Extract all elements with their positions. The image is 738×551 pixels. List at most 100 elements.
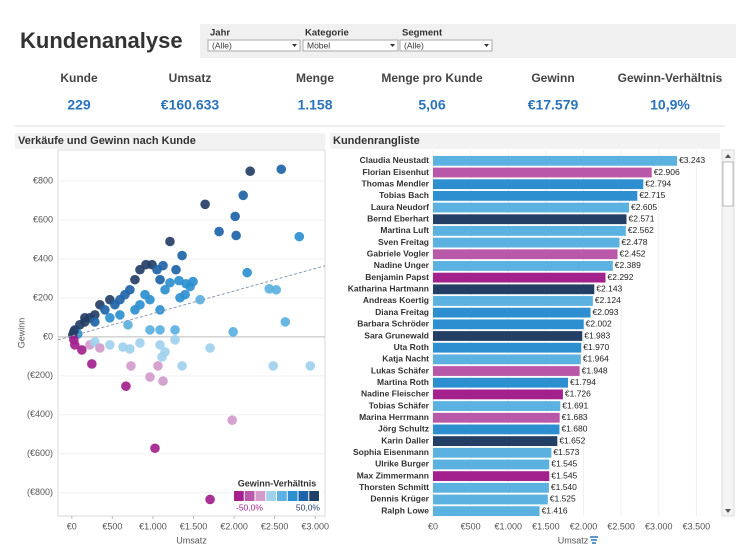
- value-label: €2.389: [615, 260, 641, 270]
- bar: [433, 412, 560, 423]
- category-label: Laura Neudorf: [371, 202, 429, 212]
- kpi-value: 1.158: [297, 97, 332, 113]
- scatter-point: [95, 343, 105, 353]
- category-label: Claudia Neustadt: [360, 155, 430, 165]
- scatter-point: [153, 361, 163, 371]
- x-tick-label: €2.000: [220, 521, 248, 531]
- bar: [433, 284, 595, 295]
- category-label: Dennis Krüger: [370, 494, 429, 504]
- scatter-point: [110, 299, 120, 310]
- value-label: €1.983: [584, 330, 610, 340]
- scatter-point: [155, 340, 165, 350]
- value-label: €2.562: [628, 225, 654, 235]
- category-label: Tobias Bach: [379, 190, 429, 200]
- plot-area: [57, 149, 326, 517]
- value-label: €1.794: [570, 377, 596, 387]
- kpi-value: €17.579: [528, 97, 579, 113]
- y-tick-label: (€200): [27, 370, 53, 380]
- filter[interactable]: Jahr (Alle): [207, 28, 301, 52]
- bar: [433, 447, 552, 458]
- dropdown[interactable]: [302, 39, 399, 52]
- bar: [433, 342, 582, 353]
- value-label: €1.416: [542, 505, 568, 515]
- scroll-track[interactable]: [721, 149, 735, 517]
- scatter-point: [165, 236, 175, 247]
- kpi-value: 10,9%: [650, 97, 690, 113]
- kpi-label: Gewinn: [531, 71, 574, 85]
- y-tick-label: €0: [43, 331, 53, 341]
- category-label: Tobias Schäfer: [369, 400, 430, 410]
- sort-icon[interactable]: [590, 536, 598, 544]
- scroll-down[interactable]: [725, 509, 731, 513]
- filter[interactable]: Kategorie Möbel: [302, 28, 399, 52]
- bar: [433, 471, 550, 482]
- scatter-point: [69, 340, 80, 350]
- filter-value: Möbel: [307, 40, 330, 50]
- x-tick-label: €3.000: [645, 521, 673, 531]
- value-label: €2.093: [593, 307, 619, 317]
- panel-header: [15, 133, 325, 149]
- scatter-point: [238, 190, 248, 201]
- scatter-point: [205, 343, 215, 353]
- category-label: Katja Nacht: [382, 354, 429, 364]
- scatter-point: [155, 305, 165, 315]
- value-label: €1.726: [565, 389, 591, 399]
- value-label: €2.292: [608, 272, 634, 282]
- filter-label: Jahr: [210, 28, 230, 39]
- scrollbar[interactable]: [721, 149, 735, 517]
- bar: [433, 249, 618, 260]
- dropdown[interactable]: [207, 39, 301, 52]
- scatter-point: [177, 250, 187, 261]
- x-tick-label: €2.000: [570, 521, 598, 531]
- filter-label: Kategorie: [305, 28, 349, 39]
- scatter-point: [230, 211, 240, 222]
- category-label: Ulrike Burger: [375, 459, 430, 469]
- chart-title: Verkäufe und Gewinn nach Kunde: [18, 135, 196, 147]
- value-label: €2.794: [645, 178, 671, 188]
- dropdown-arrow: [292, 44, 297, 47]
- category-label: Benjamin Papst: [365, 272, 429, 282]
- category-label: Thomas Mendler: [361, 178, 429, 188]
- scatter-point: [69, 327, 79, 337]
- bar: [433, 179, 644, 190]
- bar: [433, 225, 626, 236]
- value-label: €2.143: [596, 284, 622, 294]
- value-label: €2.002: [586, 319, 612, 329]
- scatter-point: [135, 338, 145, 348]
- category-label: Martina Luft: [380, 225, 429, 235]
- dropdown-arrow: [484, 44, 489, 47]
- filter-value: (Alle): [212, 40, 232, 50]
- scroll-up[interactable]: [725, 154, 731, 158]
- scatter-point: [145, 325, 155, 335]
- bar: [433, 272, 606, 283]
- category-label: Gabriele Vogler: [367, 249, 430, 259]
- x-axis-label: Umsatz: [176, 535, 207, 545]
- bar: [433, 389, 563, 400]
- category-label: Max Zimmermann: [357, 470, 429, 480]
- scatter-point: [214, 226, 224, 237]
- bar: [433, 190, 638, 201]
- bar: [433, 366, 580, 376]
- category-label: Karin Daller: [381, 435, 429, 445]
- legend-swatch: [255, 491, 266, 501]
- y-tick-label: (€600): [27, 448, 53, 458]
- y-axis-label: Gewinn: [16, 318, 26, 349]
- y-tick-label: €600: [33, 214, 53, 224]
- scatter-point: [115, 310, 125, 320]
- bar: [433, 319, 584, 330]
- scatter-point: [171, 264, 181, 275]
- dropdown[interactable]: [399, 39, 493, 52]
- scatter-point: [90, 317, 100, 327]
- category-label: Bernd Eberhart: [367, 213, 429, 223]
- legend-swatch: [277, 491, 287, 501]
- kpi-value: 5,06: [418, 97, 445, 113]
- x-axis-label: Umsatz: [558, 535, 589, 545]
- filter[interactable]: Segment (Alle): [399, 28, 493, 52]
- bar: [433, 331, 583, 341]
- value-label: €2.715: [639, 190, 665, 200]
- category-label: Florian Eisenhut: [362, 167, 429, 177]
- scatter-point: [231, 230, 241, 241]
- category-label: Nadine Fleischer: [361, 389, 430, 399]
- scroll-thumb[interactable]: [722, 161, 734, 207]
- scatter-point: [105, 313, 115, 323]
